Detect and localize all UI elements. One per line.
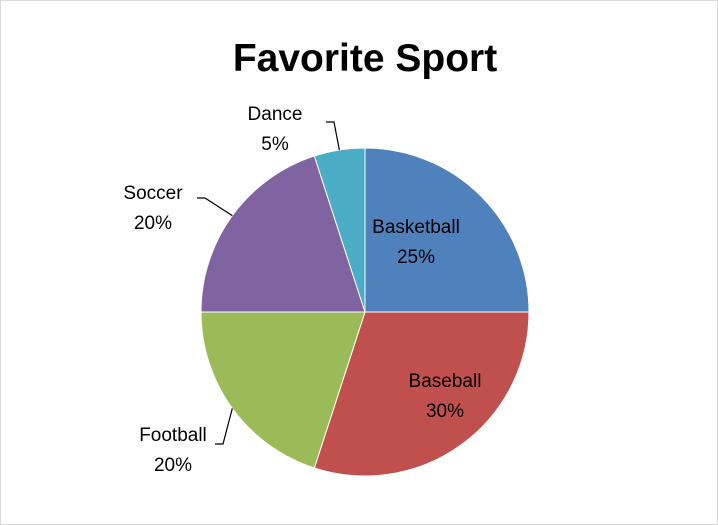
slice-percent-basketball: 25% — [397, 247, 435, 268]
slice-percent-dance: 5% — [261, 134, 289, 155]
data-labels: Basketball 25% Baseball 30% Football 20% Socce… — [123, 104, 481, 476]
chart-title: Favorite Sport — [233, 37, 497, 80]
slice-label-football: Football — [139, 425, 207, 446]
slice-label-basketball: Basketball — [372, 217, 460, 238]
pie-slices — [200, 147, 530, 477]
pie-slice-baseball — [313, 311, 530, 477]
pie-slice-soccer — [200, 155, 366, 313]
leader-lines — [197, 121, 340, 445]
leader-line-soccer — [197, 197, 233, 217]
slice-percent-soccer: 20% — [134, 213, 172, 234]
leader-line-football — [215, 408, 233, 445]
slice-label-dance: Dance — [248, 104, 303, 125]
pie-slice-dance — [313, 147, 366, 313]
pie-slice-basketball — [364, 147, 530, 313]
slice-percent-baseball: 30% — [426, 401, 464, 422]
slice-label-soccer: Soccer — [123, 183, 183, 204]
pie-slice-football — [200, 311, 366, 469]
slice-label-baseball: Baseball — [409, 371, 482, 392]
slice-percent-football: 20% — [154, 455, 192, 476]
leader-line-dance — [326, 121, 340, 151]
